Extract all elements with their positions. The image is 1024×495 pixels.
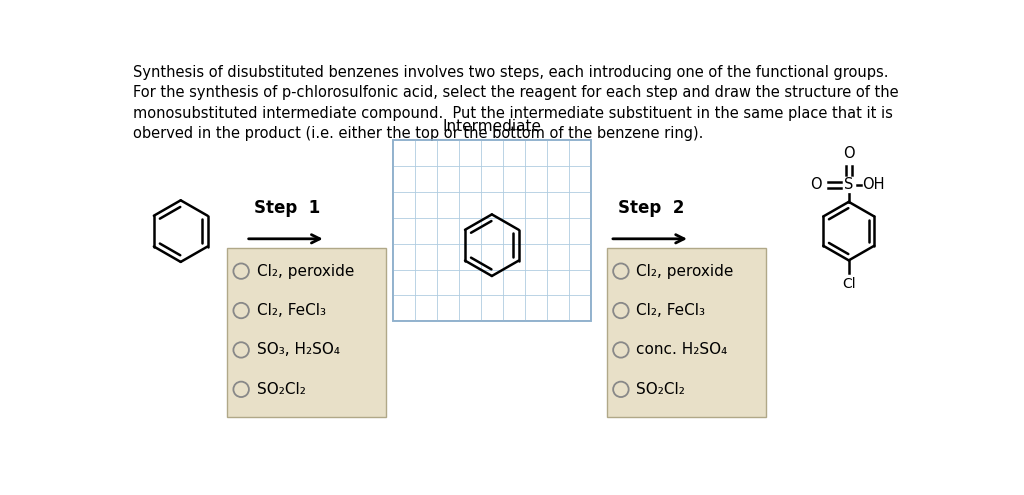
Text: conc. H₂SO₄: conc. H₂SO₄	[636, 343, 728, 357]
Text: Cl₂, peroxide: Cl₂, peroxide	[257, 264, 354, 279]
Bar	[607, 248, 766, 417]
Bar	[393, 140, 591, 321]
Text: Cl: Cl	[842, 277, 856, 291]
Text: Cl₂, FeCl₃: Cl₂, FeCl₃	[257, 303, 326, 318]
Bar	[393, 140, 591, 321]
Text: monosubstituted intermediate compound.  Put the intermediate substituent in the : monosubstituted intermediate compound. P…	[133, 105, 893, 121]
Text: Cl₂, peroxide: Cl₂, peroxide	[636, 264, 734, 279]
Text: For the synthesis of p-chlorosulfonic acid, select the reagent for each step and: For the synthesis of p-chlorosulfonic ac…	[133, 85, 898, 100]
Text: SO₂Cl₂: SO₂Cl₂	[636, 382, 685, 397]
Text: OH: OH	[862, 177, 885, 193]
Bar	[227, 248, 386, 417]
Text: Intermediate: Intermediate	[442, 119, 542, 134]
Text: Step  1: Step 1	[254, 199, 319, 217]
Text: Synthesis of disubstituted benzenes involves two steps, each introducing one of : Synthesis of disubstituted benzenes invo…	[133, 65, 888, 80]
Text: O: O	[843, 146, 855, 161]
Text: Cl₂, FeCl₃: Cl₂, FeCl₃	[636, 303, 706, 318]
Text: O: O	[810, 177, 821, 193]
Text: oberved in the product (i.e. either the top or the bottom of the benzene ring).: oberved in the product (i.e. either the …	[133, 126, 703, 141]
Text: Step  2: Step 2	[617, 199, 684, 217]
Text: SO₃, H₂SO₄: SO₃, H₂SO₄	[257, 343, 340, 357]
Text: SO₂Cl₂: SO₂Cl₂	[257, 382, 305, 397]
Text: S: S	[844, 177, 853, 193]
